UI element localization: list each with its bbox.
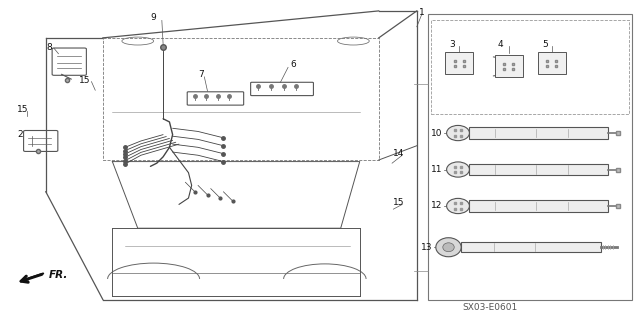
Text: SX03-E0601: SX03-E0601: [462, 303, 517, 312]
Text: 15: 15: [79, 76, 90, 85]
Bar: [431, 20, 629, 114]
Text: 13: 13: [421, 243, 433, 252]
Text: 15: 15: [392, 198, 404, 207]
Bar: [469, 164, 608, 175]
Bar: [427, 14, 633, 300]
Text: 3: 3: [449, 40, 455, 49]
Ellipse shape: [436, 238, 461, 257]
Text: 14: 14: [393, 149, 404, 158]
Text: 5: 5: [542, 40, 548, 49]
Text: 12: 12: [431, 202, 442, 211]
Bar: [461, 242, 601, 252]
Ellipse shape: [447, 125, 469, 141]
FancyBboxPatch shape: [495, 55, 523, 77]
Text: 9: 9: [151, 13, 157, 22]
Text: 11: 11: [431, 165, 442, 174]
Text: FR.: FR.: [49, 270, 68, 280]
Text: 4: 4: [497, 40, 503, 49]
Text: 10: 10: [431, 129, 442, 138]
Text: 7: 7: [198, 70, 204, 79]
FancyBboxPatch shape: [538, 52, 566, 74]
Bar: [469, 127, 608, 139]
Text: 1: 1: [419, 8, 424, 17]
Text: 2: 2: [17, 130, 23, 139]
Ellipse shape: [447, 198, 469, 214]
Text: 6: 6: [290, 60, 296, 69]
Text: 8: 8: [47, 43, 52, 52]
Text: 15: 15: [17, 105, 29, 114]
Bar: [469, 200, 608, 212]
Ellipse shape: [447, 162, 469, 177]
FancyBboxPatch shape: [445, 52, 473, 74]
Ellipse shape: [443, 243, 454, 252]
